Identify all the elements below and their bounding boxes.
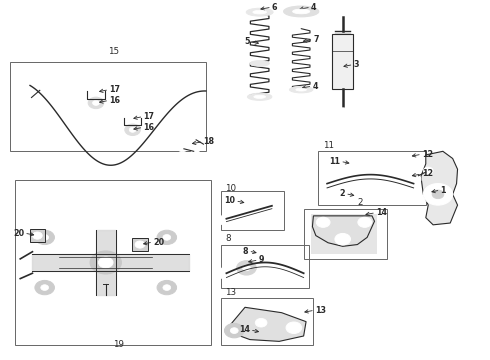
Circle shape — [98, 257, 113, 268]
Bar — [318, 151, 426, 205]
Text: 18: 18 — [203, 137, 215, 146]
Circle shape — [255, 319, 267, 327]
Text: 5: 5 — [245, 37, 250, 46]
Ellipse shape — [246, 8, 273, 16]
Bar — [220, 191, 284, 230]
Circle shape — [26, 94, 36, 101]
Circle shape — [230, 328, 238, 333]
Circle shape — [237, 261, 256, 275]
Text: 10: 10 — [225, 184, 237, 193]
Text: 11: 11 — [329, 157, 340, 166]
Text: 14: 14 — [239, 325, 250, 334]
Circle shape — [322, 179, 336, 189]
Bar — [311, 214, 377, 253]
Text: 13: 13 — [225, 288, 237, 297]
Ellipse shape — [254, 95, 266, 98]
Circle shape — [358, 217, 371, 227]
Text: 15: 15 — [108, 47, 119, 56]
Polygon shape — [313, 216, 374, 246]
Text: 16: 16 — [144, 123, 154, 132]
Text: 14: 14 — [376, 208, 387, 217]
Circle shape — [423, 167, 433, 174]
Circle shape — [218, 267, 233, 279]
Circle shape — [129, 127, 136, 132]
Circle shape — [335, 233, 350, 245]
Polygon shape — [421, 151, 458, 225]
Circle shape — [266, 202, 280, 212]
Text: 8: 8 — [243, 247, 248, 256]
Text: 3: 3 — [353, 60, 359, 69]
Text: 2: 2 — [357, 198, 363, 207]
Circle shape — [423, 184, 453, 205]
Text: 16: 16 — [109, 96, 120, 105]
Circle shape — [286, 322, 302, 333]
Circle shape — [225, 324, 241, 336]
Ellipse shape — [250, 60, 270, 66]
Ellipse shape — [284, 6, 319, 17]
Circle shape — [243, 265, 250, 271]
Text: 17: 17 — [144, 112, 154, 121]
Text: 10: 10 — [224, 196, 235, 205]
Text: 13: 13 — [315, 306, 326, 315]
Circle shape — [317, 217, 330, 227]
Text: 9: 9 — [259, 256, 264, 265]
Circle shape — [191, 149, 199, 155]
Circle shape — [157, 280, 176, 295]
Text: 4: 4 — [313, 82, 318, 91]
Circle shape — [35, 230, 54, 244]
Text: 1: 1 — [441, 185, 446, 194]
Text: 12: 12 — [422, 170, 433, 179]
Circle shape — [177, 144, 187, 152]
Circle shape — [125, 124, 141, 135]
Circle shape — [135, 241, 145, 248]
Circle shape — [41, 285, 49, 291]
Bar — [220, 298, 314, 345]
Text: 8: 8 — [225, 234, 231, 243]
Text: 2: 2 — [340, 189, 345, 198]
Text: 17: 17 — [109, 85, 120, 94]
Circle shape — [163, 285, 171, 291]
Ellipse shape — [293, 9, 310, 14]
Bar — [304, 209, 387, 259]
Bar — [332, 34, 353, 89]
Circle shape — [219, 215, 232, 225]
Ellipse shape — [253, 10, 267, 14]
Text: 19: 19 — [113, 339, 124, 348]
Circle shape — [90, 251, 122, 274]
Bar — [132, 238, 148, 251]
Bar — [10, 62, 206, 151]
Circle shape — [88, 97, 104, 109]
Polygon shape — [225, 307, 306, 341]
Circle shape — [32, 232, 42, 239]
Circle shape — [335, 108, 350, 120]
Bar — [15, 180, 211, 345]
Text: 6: 6 — [272, 3, 277, 12]
Text: 20: 20 — [153, 238, 164, 247]
Text: 7: 7 — [314, 35, 319, 44]
Circle shape — [432, 190, 444, 199]
Ellipse shape — [296, 88, 307, 91]
Text: 4: 4 — [311, 3, 317, 12]
Bar — [29, 229, 45, 242]
Circle shape — [224, 323, 244, 338]
Circle shape — [403, 173, 421, 186]
Circle shape — [157, 230, 176, 244]
Bar — [220, 244, 309, 288]
Circle shape — [163, 234, 171, 240]
Circle shape — [41, 234, 49, 240]
Circle shape — [93, 100, 99, 105]
Ellipse shape — [247, 93, 272, 100]
Circle shape — [35, 280, 54, 295]
Text: 20: 20 — [13, 229, 24, 238]
Ellipse shape — [290, 86, 313, 93]
Text: 12: 12 — [422, 150, 433, 159]
Text: 11: 11 — [323, 140, 334, 149]
